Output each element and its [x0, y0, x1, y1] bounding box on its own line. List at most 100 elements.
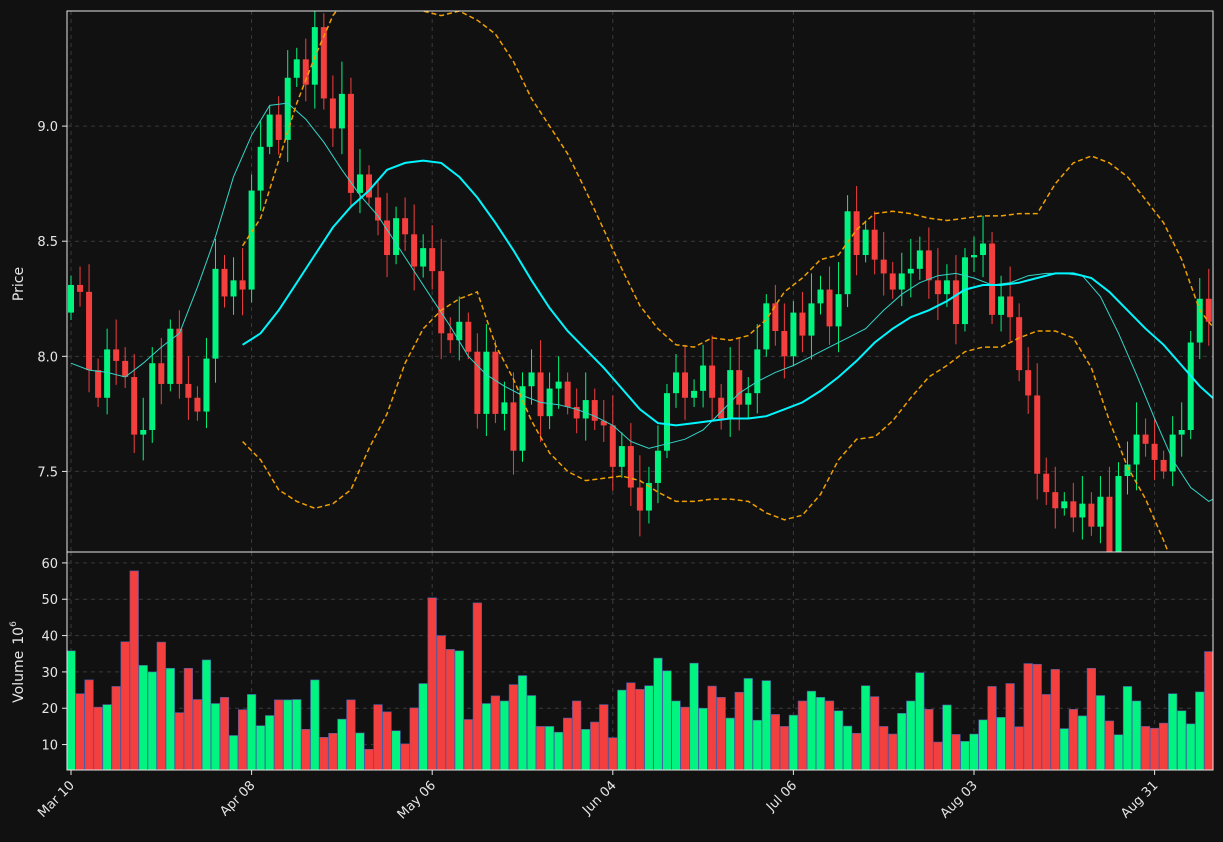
volume-bar [201, 659, 212, 771]
volume-bar [942, 704, 952, 771]
candle-body [338, 93, 345, 129]
candle-body [826, 289, 833, 327]
candle-body [709, 365, 716, 398]
volume-bar [617, 689, 627, 771]
candle-body [989, 243, 996, 315]
price-y-axis: 7.5 8.0 8.5 9.0 [37, 120, 67, 480]
candle-body [1079, 503, 1086, 518]
candle-body [925, 250, 932, 281]
volume-bar [138, 665, 148, 771]
volume-bar [1059, 728, 1069, 771]
volume-y-axis: 10 20 30 40 50 60 [41, 557, 67, 754]
candle-body [934, 280, 941, 295]
candle-body [673, 372, 680, 394]
candle-body [284, 77, 291, 140]
candle-body [167, 328, 174, 384]
candle-body [347, 93, 354, 193]
volume-bar [75, 693, 85, 771]
volume-bar [1140, 726, 1151, 771]
volume-bar [725, 717, 735, 771]
candle-body [465, 321, 472, 352]
volume-bar [147, 671, 157, 771]
volume-bar [761, 680, 771, 771]
candle-body [627, 446, 634, 488]
candle-body [122, 360, 129, 378]
volume-tick-label: 10 [41, 739, 58, 754]
candle-body [221, 268, 228, 297]
volume-bar [445, 649, 455, 771]
candle-body [600, 420, 607, 426]
volume-axis-label: Volume 106 [9, 621, 27, 703]
volume-bar [517, 675, 528, 771]
price-tick-label: 7.5 [37, 465, 58, 480]
volume-bar [752, 719, 762, 771]
volume-bar [400, 743, 410, 771]
candle-body [194, 397, 201, 412]
candle-body [736, 370, 743, 405]
volume-bar [581, 729, 591, 771]
candle-body [77, 284, 84, 292]
volume-bar [228, 735, 239, 771]
candle-body [835, 294, 842, 327]
candle-body [1115, 476, 1122, 552]
volume-bar [219, 697, 230, 771]
volume-bar [472, 602, 482, 771]
volume-bar [734, 691, 744, 771]
volume-bar [256, 725, 266, 771]
volume-bar [237, 709, 248, 771]
volume-bar [355, 732, 365, 771]
volume-tick-label: 20 [41, 702, 58, 717]
candle-body [727, 370, 734, 419]
candle-body [131, 377, 138, 435]
price-plot-area [68, 11, 1213, 552]
volume-bar [418, 683, 428, 771]
volume-bar [102, 704, 112, 771]
candle-body [456, 321, 463, 341]
candle-body [1034, 395, 1041, 474]
volume-bar [1023, 663, 1033, 771]
volume-bar [156, 641, 166, 771]
candle-body [862, 229, 869, 256]
candle-body [1088, 503, 1095, 527]
volume-bar [1159, 722, 1169, 771]
candle-body [555, 381, 562, 389]
volume-bar [165, 667, 175, 771]
candle-body [817, 289, 824, 304]
volume-axis-label-text: Volume [11, 651, 27, 703]
candle-body [95, 370, 102, 398]
volume-bar [120, 641, 130, 771]
candle-body [1097, 496, 1104, 527]
candle-body [1070, 501, 1077, 518]
volume-bar [1014, 726, 1024, 771]
candle-body [411, 234, 418, 267]
volume-bar [861, 685, 871, 771]
volume-bar [1068, 709, 1078, 771]
candle-body [320, 27, 327, 99]
volume-bar [1204, 651, 1214, 771]
candle-body [1025, 370, 1032, 396]
candle-body [564, 381, 571, 407]
volume-bar [337, 718, 347, 771]
volume-bar [797, 700, 808, 771]
volume-bar [364, 748, 374, 771]
candle-body [1061, 501, 1068, 509]
volume-bar [590, 721, 600, 771]
price-tick-label: 8.5 [37, 235, 58, 250]
candle-body [239, 280, 246, 290]
candle-body [1205, 298, 1212, 322]
volume-bar [608, 737, 618, 771]
volume-bar [427, 597, 437, 771]
volume-plot-area [66, 570, 1214, 771]
volume-bar [824, 700, 835, 771]
candle-body [772, 303, 779, 331]
candle-body [718, 397, 725, 419]
ma-fast-line [70, 102, 1213, 502]
candle-body [420, 248, 427, 267]
volume-bar [111, 686, 121, 771]
volume-bar [842, 725, 853, 771]
volume-bar [924, 709, 934, 771]
volume-bar [1086, 667, 1096, 771]
volume-bar [915, 672, 925, 771]
volume-bar [1131, 700, 1142, 771]
volume-bar [653, 657, 663, 771]
